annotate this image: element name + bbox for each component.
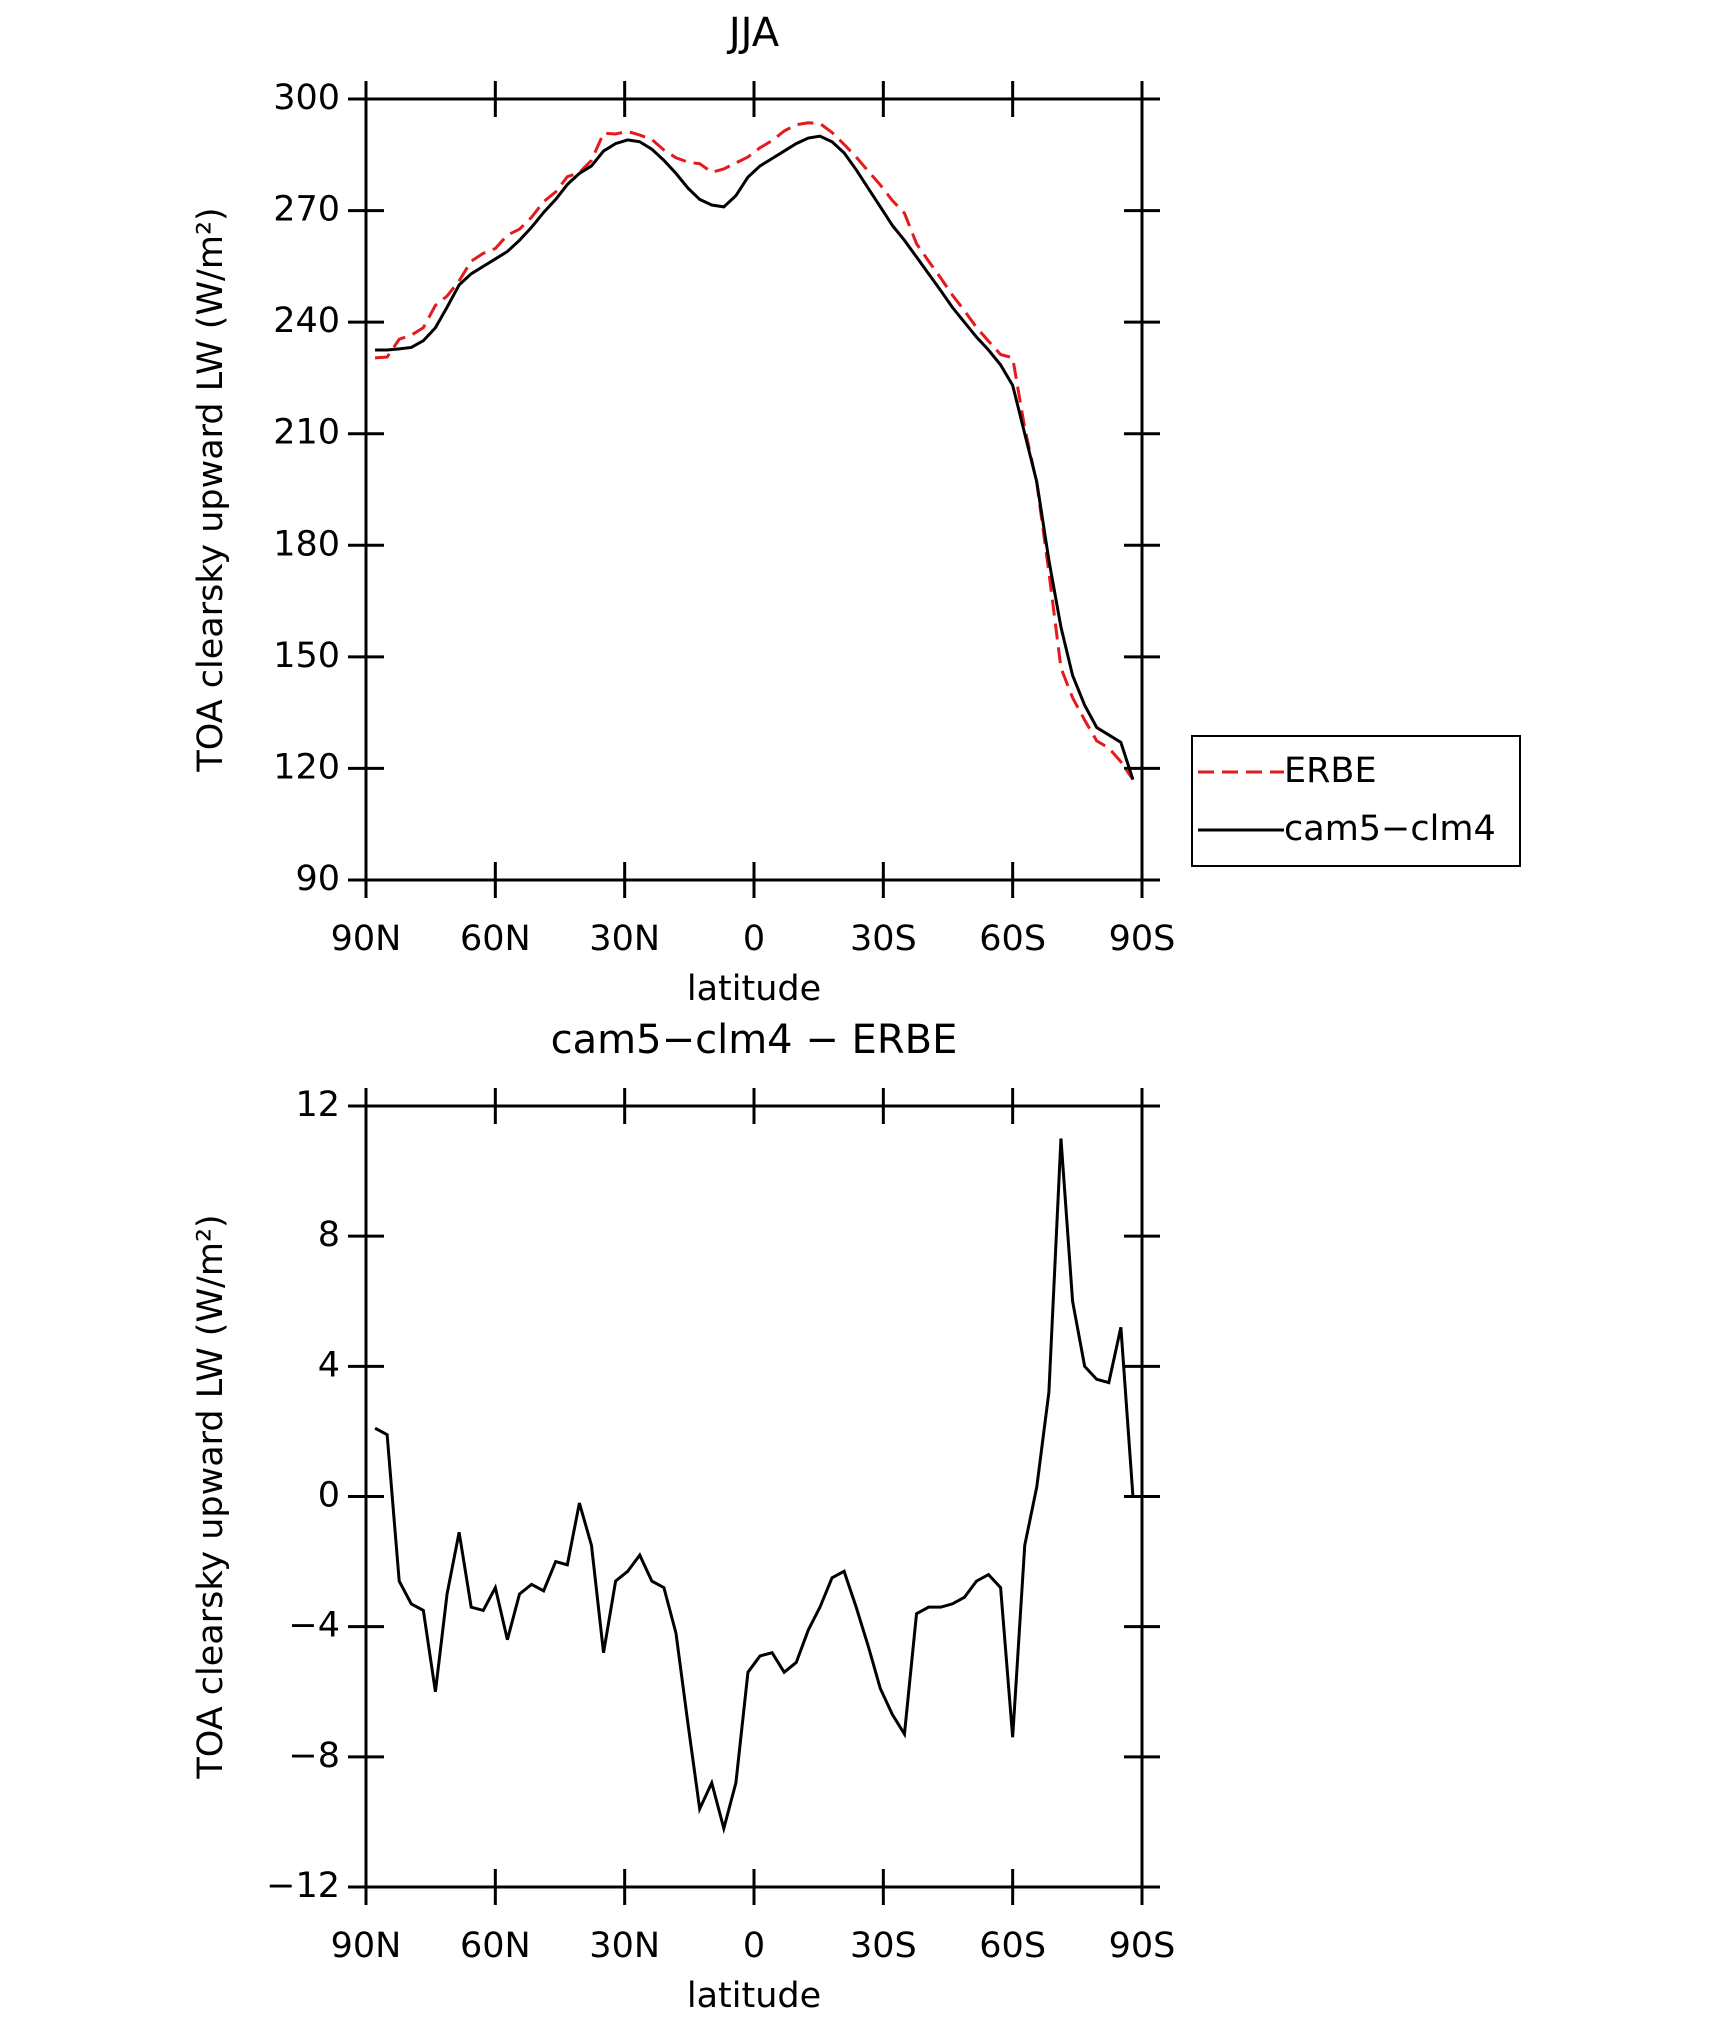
y-tick-label: 300 — [273, 78, 340, 118]
legend-label: cam5−clm4 — [1284, 809, 1496, 849]
plot-frame — [364, 97, 1144, 882]
y-tick-label: −8 — [288, 1736, 340, 1776]
x-tick-label: 60N — [460, 919, 531, 959]
y-tick-label: 240 — [273, 301, 340, 341]
x-tick-label: 30N — [589, 1926, 660, 1966]
y-tick-label: 210 — [273, 413, 340, 453]
x-tick-label: 90S — [1109, 919, 1176, 959]
x-tick-label: 90N — [331, 919, 402, 959]
x-tick-label: 0 — [743, 1926, 765, 1966]
data-line — [374, 121, 1135, 781]
y-tick-label: 270 — [273, 190, 340, 230]
x-axis-label: latitude — [687, 969, 821, 1009]
x-tick-label: 60S — [979, 919, 1046, 959]
y-tick-label: −4 — [288, 1606, 340, 1646]
data-line — [374, 1138, 1135, 1835]
y-tick-label: 4 — [318, 1345, 340, 1385]
y-tick-label: 180 — [273, 524, 340, 564]
chart-title: cam5−clm4 − ERBE — [551, 1017, 958, 1063]
y-tick-label: 8 — [318, 1215, 340, 1255]
y-tick-label: 120 — [273, 747, 340, 787]
plot-frame — [364, 1104, 1144, 1889]
x-tick-label: 0 — [743, 919, 765, 959]
x-tick-label: 30N — [589, 919, 660, 959]
y-tick-label: −12 — [266, 1866, 340, 1906]
legend-box — [1191, 735, 1521, 867]
x-axis-label: latitude — [687, 1976, 821, 2016]
y-axis-label: TOA clearsky upward LW (W/m²) — [191, 207, 231, 772]
data-line — [375, 134, 1135, 781]
x-tick-label: 30S — [850, 919, 917, 959]
x-tick-label: 90S — [1109, 1926, 1176, 1966]
y-tick-label: 0 — [318, 1476, 340, 1516]
y-axis-label: TOA clearsky upward LW (W/m²) — [191, 1214, 231, 1779]
x-tick-label: 60N — [460, 1926, 531, 1966]
x-tick-label: 30S — [850, 1926, 917, 1966]
chart-title: JJA — [726, 10, 780, 56]
y-tick-label: 90 — [295, 859, 340, 899]
legend-label: ERBE — [1284, 751, 1377, 791]
x-tick-label: 90N — [331, 1926, 402, 1966]
x-tick-label: 60S — [979, 1926, 1046, 1966]
y-tick-label: 150 — [273, 636, 340, 676]
y-tick-label: 12 — [295, 1085, 340, 1125]
